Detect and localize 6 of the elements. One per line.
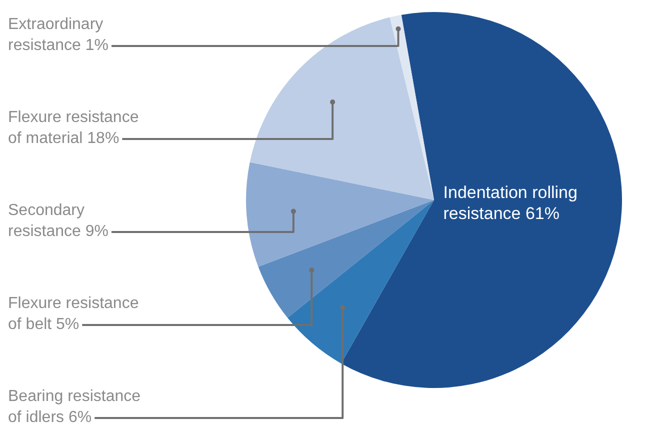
slice-label: Indentation rolling resistance 61% (443, 183, 578, 223)
slice-label: Flexure resistance of material 18% (8, 109, 139, 147)
slice-label: Flexure resistance of belt 5% (8, 295, 139, 333)
slice-label: Bearing resistance of idlers 6% (8, 388, 141, 426)
slice-label: Secondary resistance 9% (8, 202, 108, 240)
slice-label: Extraordinary resistance 1% (8, 16, 108, 54)
